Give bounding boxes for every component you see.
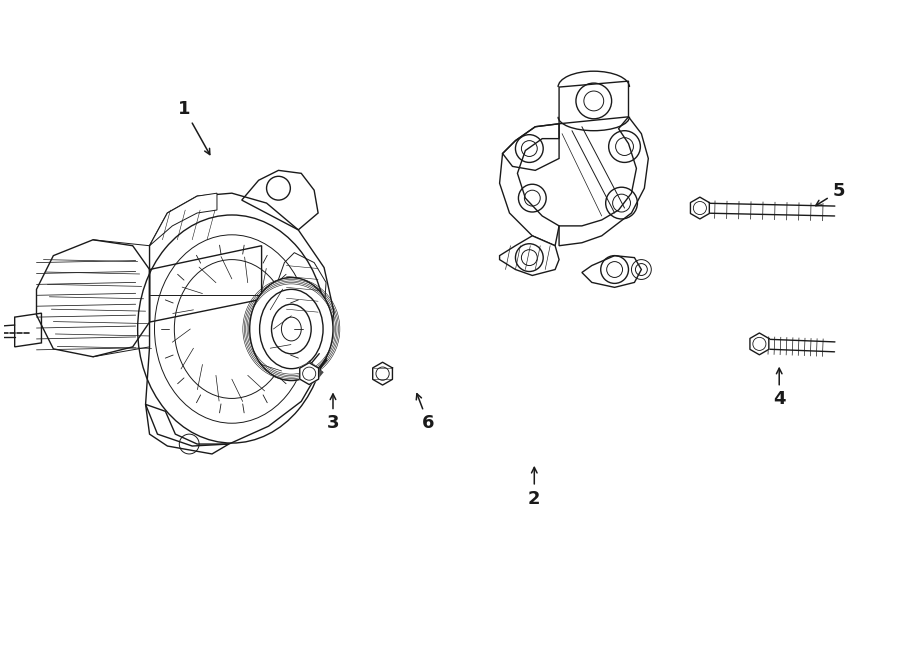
Polygon shape bbox=[373, 362, 392, 385]
Polygon shape bbox=[690, 197, 709, 219]
Text: 2: 2 bbox=[528, 467, 541, 508]
Text: 3: 3 bbox=[327, 394, 339, 432]
Polygon shape bbox=[500, 236, 559, 275]
Text: 6: 6 bbox=[417, 394, 435, 432]
Ellipse shape bbox=[249, 277, 333, 381]
Text: 4: 4 bbox=[773, 368, 786, 408]
Polygon shape bbox=[300, 363, 319, 385]
Polygon shape bbox=[149, 193, 217, 246]
Polygon shape bbox=[559, 81, 628, 124]
Text: 5: 5 bbox=[815, 182, 845, 206]
Text: 1: 1 bbox=[178, 100, 210, 154]
Polygon shape bbox=[582, 256, 642, 287]
Polygon shape bbox=[750, 333, 769, 355]
